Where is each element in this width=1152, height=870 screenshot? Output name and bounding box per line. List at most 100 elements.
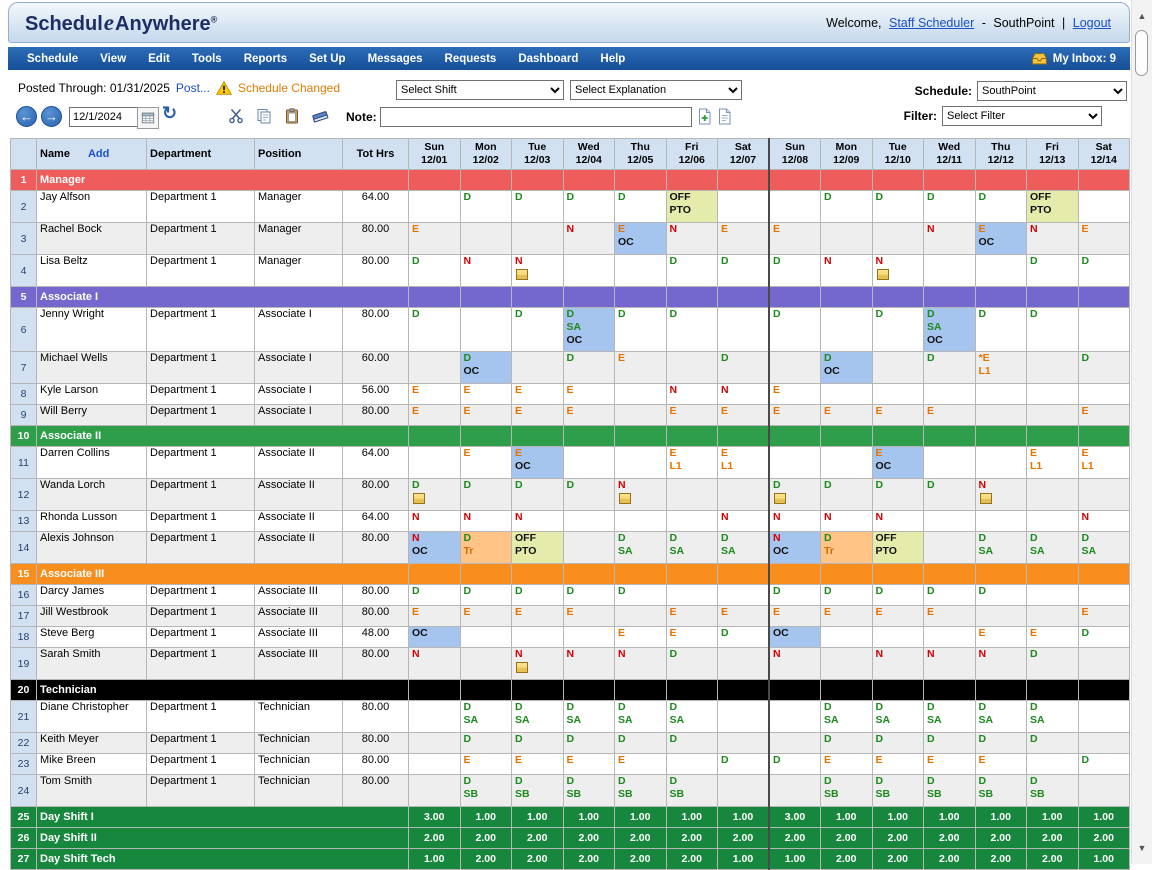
row-number[interactable]: 23 bbox=[10, 753, 37, 775]
row-number[interactable]: 17 bbox=[10, 605, 37, 627]
shift-cell[interactable] bbox=[923, 531, 976, 564]
explanation-select[interactable]: Select Explanation bbox=[570, 80, 742, 100]
shift-cell[interactable]: E bbox=[768, 383, 821, 405]
shift-cell[interactable]: D bbox=[820, 732, 873, 754]
shift-cell[interactable]: E bbox=[871, 404, 924, 426]
shift-cell[interactable] bbox=[768, 774, 821, 807]
shift-cell[interactable]: D bbox=[408, 478, 461, 511]
shift-cell[interactable]: D bbox=[562, 732, 615, 754]
shift-cell[interactable]: E bbox=[665, 626, 718, 648]
shift-cell[interactable] bbox=[614, 254, 667, 287]
shift-cell[interactable] bbox=[820, 647, 873, 680]
shift-cell[interactable]: D bbox=[665, 647, 718, 680]
shift-cell[interactable]: D SA bbox=[1077, 531, 1130, 564]
shift-cell[interactable]: D bbox=[820, 478, 873, 511]
shift-cell[interactable] bbox=[1026, 510, 1079, 532]
shift-cell[interactable] bbox=[820, 446, 873, 479]
scroll-up-button[interactable]: ▲ bbox=[1137, 11, 1147, 21]
shift-cell[interactable] bbox=[923, 510, 976, 532]
shift-cell[interactable]: D bbox=[511, 584, 564, 606]
shift-cell[interactable] bbox=[717, 190, 770, 223]
scroll-down-button[interactable]: ▼ bbox=[1137, 843, 1147, 853]
row-number[interactable]: 7 bbox=[10, 351, 37, 384]
menu-item-view[interactable]: View bbox=[100, 52, 127, 65]
shift-cell[interactable] bbox=[562, 254, 615, 287]
shift-cell[interactable]: D SA bbox=[614, 531, 667, 564]
note-page-button[interactable] bbox=[714, 106, 734, 126]
employee-name[interactable]: Kyle Larson bbox=[36, 383, 147, 405]
shift-cell[interactable]: N bbox=[459, 254, 512, 287]
shift-cell[interactable]: N bbox=[923, 647, 976, 680]
shift-cell[interactable]: D bbox=[974, 584, 1027, 606]
shift-cell[interactable] bbox=[820, 626, 873, 648]
menu-item-help[interactable]: Help bbox=[600, 52, 626, 65]
shift-cell[interactable]: D bbox=[408, 584, 461, 606]
shift-cell[interactable]: N bbox=[820, 254, 873, 287]
shift-cell[interactable]: D bbox=[871, 307, 924, 352]
shift-cell[interactable]: D bbox=[923, 478, 976, 511]
shift-cell[interactable] bbox=[974, 446, 1027, 479]
shift-cell[interactable] bbox=[871, 351, 924, 384]
shift-cell[interactable] bbox=[974, 510, 1027, 532]
shift-cell[interactable]: E OC bbox=[871, 446, 924, 479]
shift-cell[interactable]: E OC bbox=[511, 446, 564, 479]
shift-cell[interactable]: D bbox=[923, 584, 976, 606]
shift-cell[interactable] bbox=[511, 626, 564, 648]
shift-cell[interactable] bbox=[408, 732, 461, 754]
row-number[interactable]: 3 bbox=[10, 222, 37, 255]
row-number[interactable]: 4 bbox=[10, 254, 37, 287]
shift-cell[interactable]: E bbox=[459, 753, 512, 775]
shift-cell[interactable]: E bbox=[511, 605, 564, 627]
shift-cell[interactable] bbox=[1077, 478, 1130, 511]
shift-cell[interactable]: E bbox=[974, 753, 1027, 775]
shift-cell[interactable] bbox=[408, 753, 461, 775]
shift-cell[interactable] bbox=[820, 222, 873, 255]
shift-cell[interactable]: OFF PTO bbox=[511, 531, 564, 564]
copy-button[interactable] bbox=[254, 106, 274, 126]
shift-cell[interactable] bbox=[1077, 190, 1130, 223]
shift-cell[interactable]: E bbox=[717, 605, 770, 627]
shift-cell[interactable]: D SA bbox=[562, 700, 615, 733]
vertical-scrollbar[interactable]: ▲ ▼ bbox=[1131, 0, 1152, 864]
shift-cell[interactable]: D bbox=[459, 732, 512, 754]
shift-cell[interactable] bbox=[923, 446, 976, 479]
shift-cell[interactable] bbox=[1026, 478, 1079, 511]
shift-cell[interactable]: E bbox=[459, 383, 512, 405]
shift-cell[interactable]: E bbox=[974, 626, 1027, 648]
shift-cell[interactable]: D bbox=[717, 626, 770, 648]
shift-cell[interactable]: D OC bbox=[820, 351, 873, 384]
shift-cell[interactable]: D SA bbox=[820, 700, 873, 733]
shift-cell[interactable]: N bbox=[820, 510, 873, 532]
shift-cell[interactable]: N bbox=[768, 510, 821, 532]
shift-cell[interactable]: D bbox=[511, 307, 564, 352]
next-period-button[interactable]: → bbox=[41, 106, 62, 127]
employee-name[interactable]: Diane Christopher bbox=[36, 700, 147, 733]
shift-cell[interactable]: D SA bbox=[511, 700, 564, 733]
erase-button[interactable] bbox=[310, 106, 330, 126]
shift-cell[interactable]: N bbox=[408, 647, 461, 680]
shift-cell[interactable]: N bbox=[614, 478, 667, 511]
schedule-select[interactable]: SouthPoint bbox=[977, 81, 1127, 101]
shift-cell[interactable]: D SA bbox=[974, 700, 1027, 733]
shift-cell[interactable]: D bbox=[923, 190, 976, 223]
shift-cell[interactable]: E bbox=[768, 605, 821, 627]
shift-cell[interactable] bbox=[768, 700, 821, 733]
shift-cell[interactable]: D SB bbox=[459, 774, 512, 807]
shift-cell[interactable]: OFF PTO bbox=[871, 531, 924, 564]
shift-cell[interactable]: E OC bbox=[974, 222, 1027, 255]
shift-cell[interactable] bbox=[923, 254, 976, 287]
shift-cell[interactable]: D bbox=[511, 732, 564, 754]
shift-cell[interactable]: OFF PTO bbox=[1026, 190, 1079, 223]
shift-cell[interactable]: N bbox=[974, 647, 1027, 680]
shift-cell[interactable]: D bbox=[871, 584, 924, 606]
shift-cell[interactable]: *E L1 bbox=[974, 351, 1027, 384]
shift-cell[interactable]: D bbox=[871, 732, 924, 754]
shift-cell[interactable]: D bbox=[1026, 732, 1079, 754]
shift-cell[interactable] bbox=[717, 700, 770, 733]
shift-cell[interactable]: D bbox=[459, 584, 512, 606]
date-input[interactable] bbox=[69, 107, 139, 127]
row-number[interactable]: 8 bbox=[10, 383, 37, 405]
shift-cell[interactable]: D bbox=[408, 254, 461, 287]
employee-name[interactable]: Darcy James bbox=[36, 584, 147, 606]
add-employee-link[interactable]: Add bbox=[87, 148, 110, 160]
